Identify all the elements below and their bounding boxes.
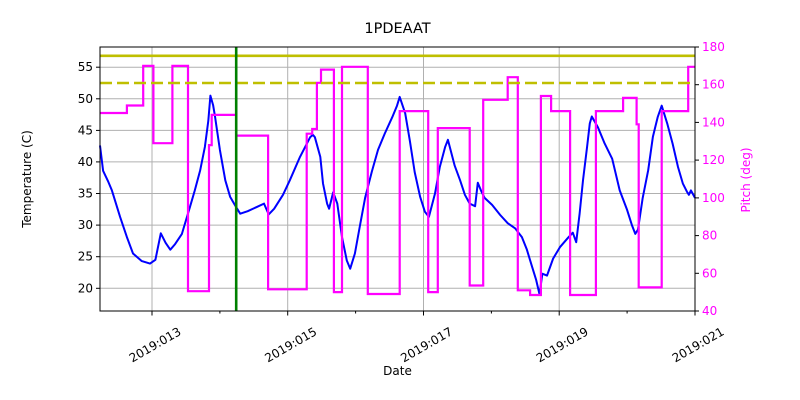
pitch-line <box>100 64 695 297</box>
x-tick-label: 2019:019 <box>534 324 591 365</box>
y-right-tick-label: 140 <box>702 115 725 129</box>
y-left-tick-label: 30 <box>78 218 93 232</box>
y-left-tick-label: 45 <box>78 123 93 137</box>
plot-frame <box>99 46 696 312</box>
x-tick-label: 2019:015 <box>262 324 319 365</box>
y-axis-label-left: Temperature (C) <box>20 130 34 228</box>
y-right-tick-label: 60 <box>702 266 717 280</box>
chart-title: 1PDEAAT <box>364 21 431 37</box>
y-right-tick-label: 160 <box>702 78 725 92</box>
x-axis-label: Date <box>383 364 412 378</box>
y-axis-label-right: Pitch (deg) <box>739 147 753 213</box>
y-left-tick-label: 50 <box>78 92 93 106</box>
y-right-tick-label: 80 <box>702 229 717 243</box>
y-right-tick-label: 100 <box>702 191 725 205</box>
y-left-tick-label: 55 <box>78 60 93 74</box>
y-left-tick-label: 20 <box>78 281 93 295</box>
x-tick-label: 2019:021 <box>670 324 727 365</box>
temperature-line <box>99 94 696 296</box>
y-left-tick-label: 40 <box>78 155 93 169</box>
y-right-tick-label: 120 <box>702 153 725 167</box>
x-tick-label: 2019:013 <box>127 324 184 365</box>
y-left-tick-label: 25 <box>78 250 93 264</box>
y-right-tick-label: 180 <box>702 40 725 54</box>
x-tick-label: 2019:017 <box>398 324 455 365</box>
y-right-tick-label: 40 <box>702 304 717 318</box>
y-left-tick-label: 35 <box>78 187 93 201</box>
